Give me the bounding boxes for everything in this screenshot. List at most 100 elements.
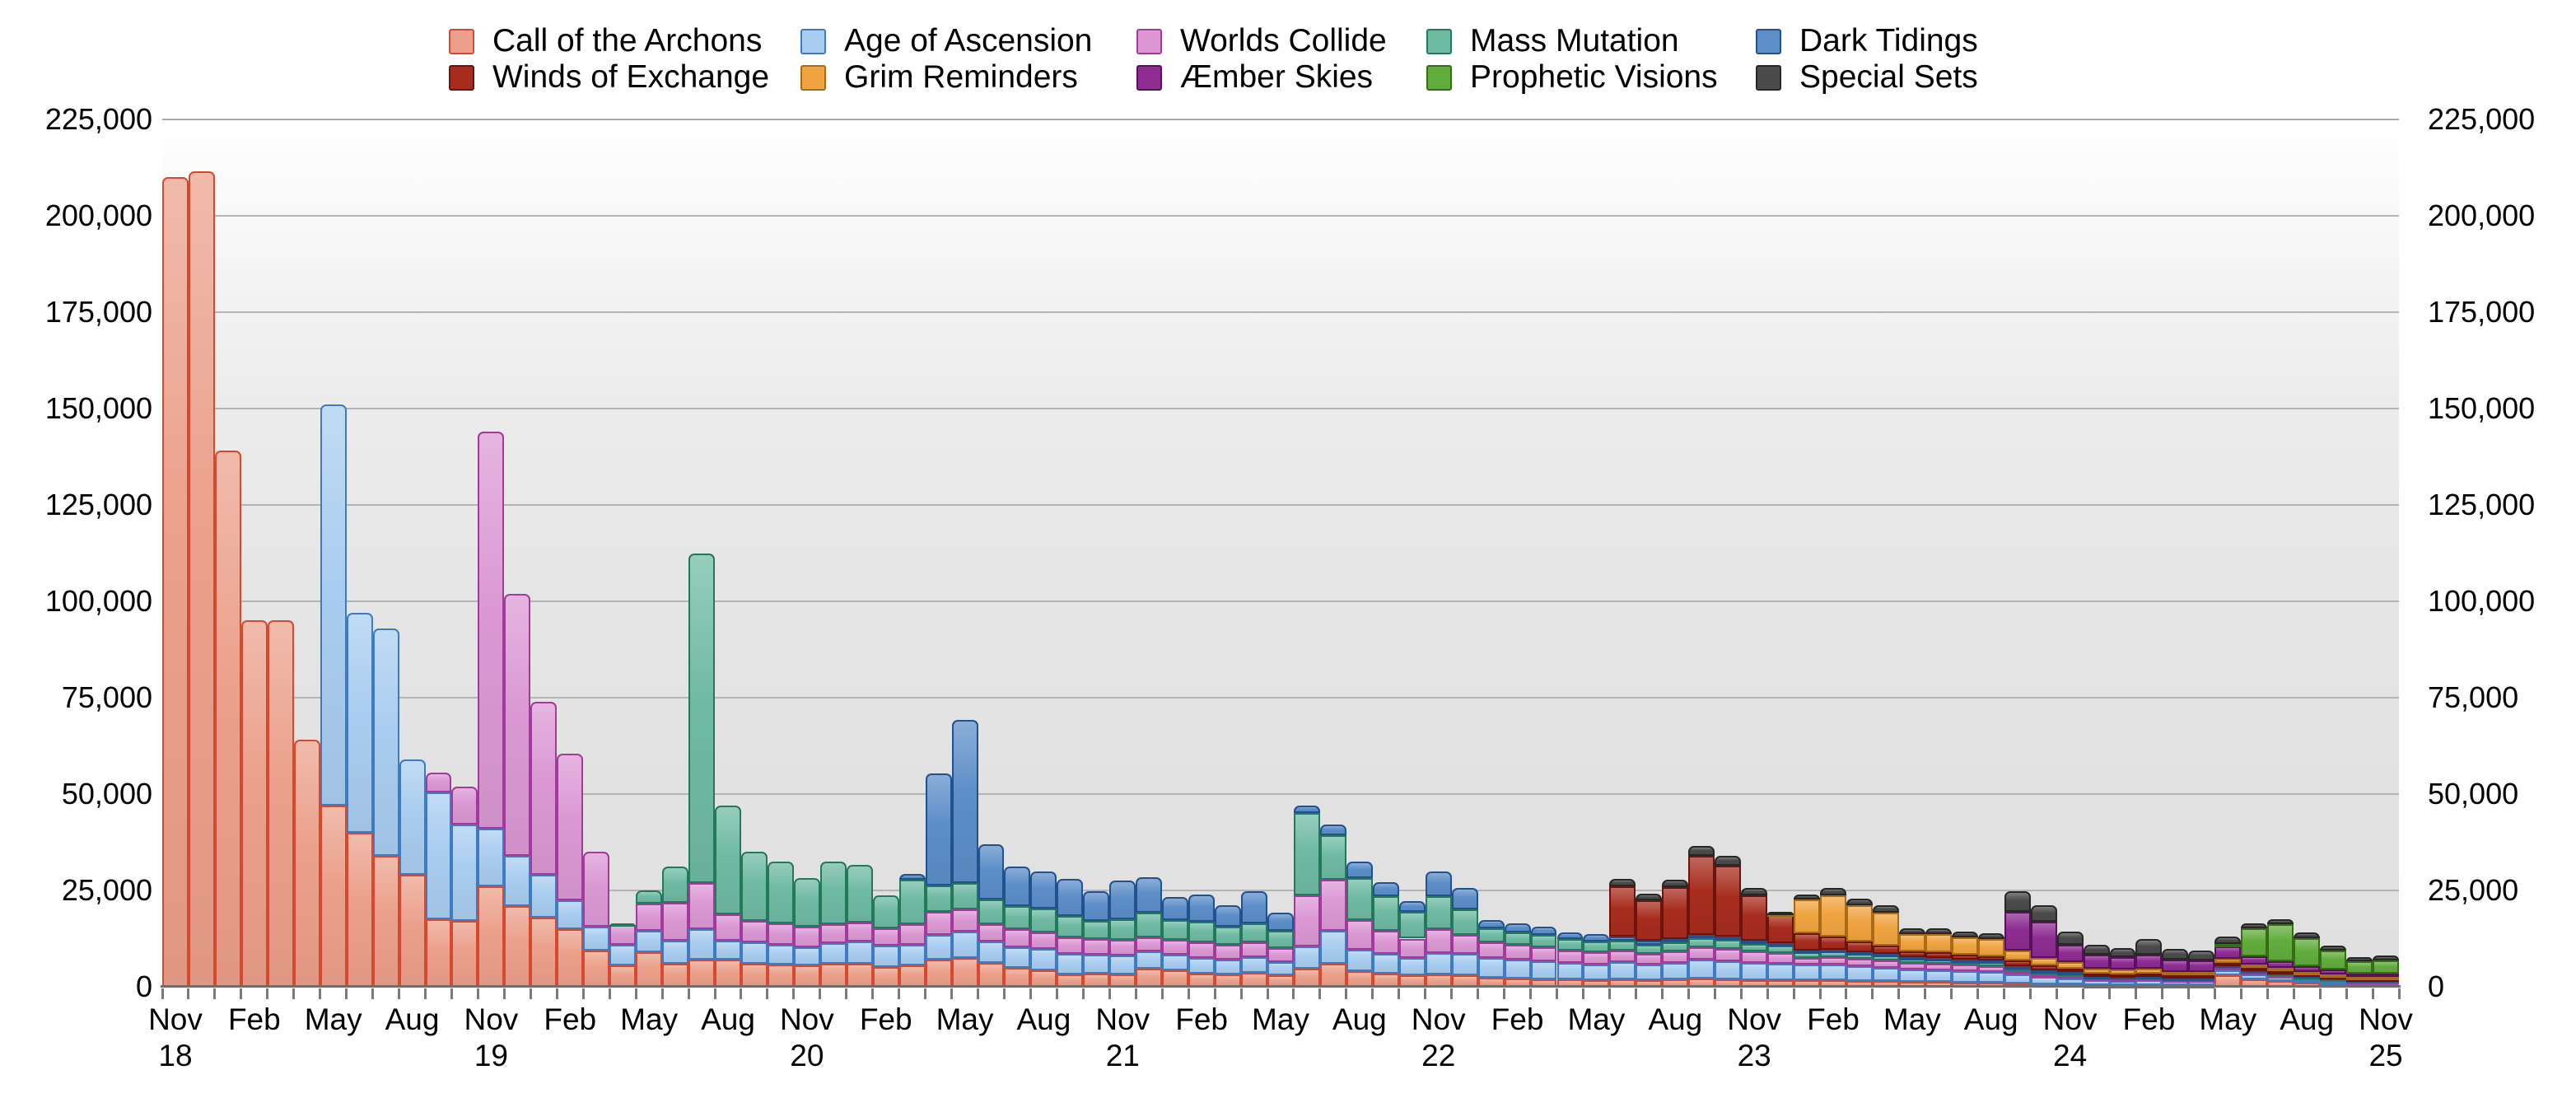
bar-segment [2004, 965, 2031, 969]
bar-segment [872, 895, 899, 928]
bar-segment [504, 905, 531, 987]
bar-segment [2373, 976, 2399, 980]
bar-segment [320, 404, 347, 806]
bar-segment [925, 911, 952, 935]
x-tick-label: Aug [1332, 1002, 1387, 1036]
bar-segment [767, 923, 794, 945]
legend-swatch-9 [1426, 64, 1452, 91]
bar-segment [1188, 973, 1216, 987]
bar-segment [2109, 948, 2136, 957]
bar-segment [1872, 960, 1899, 968]
x-tick-label: Aug [385, 1002, 440, 1036]
x-axis-tick [819, 988, 822, 999]
bar-segment [1898, 963, 1925, 970]
bar-segment [1083, 938, 1110, 955]
x-axis-tick [2186, 988, 2190, 999]
bar-segment [1241, 941, 1267, 958]
bar-segment [1398, 957, 1426, 975]
bar-segment [1215, 904, 1242, 927]
x-axis-tick [1687, 988, 1690, 999]
bar-segment [1872, 945, 1899, 955]
x-axis-tick [319, 988, 322, 999]
bar-segment [557, 928, 584, 987]
bar-segment [925, 934, 952, 960]
x-axis-tick [161, 988, 164, 999]
bar-segment [1293, 895, 1320, 946]
legend-item: Age of Ascension [800, 23, 1092, 58]
bar-segment [1319, 825, 1346, 836]
x-tick-label: Feb [227, 1002, 281, 1036]
bar-segment [1925, 963, 1952, 970]
bar-segment [1004, 906, 1031, 930]
legend-swatch-5 [1756, 28, 1781, 54]
bar-segment [1136, 951, 1163, 969]
bar-segment [951, 957, 978, 987]
bar-segment [1319, 963, 1346, 987]
bar-segment [2030, 977, 2057, 984]
bar-segment [1977, 939, 2004, 956]
bar-segment [2267, 970, 2294, 974]
bar-segment [372, 855, 399, 987]
legend-label: Dark Tidings [1799, 23, 1978, 58]
bar-segment [1925, 957, 1952, 961]
x-axis-tick [555, 988, 558, 999]
bar-segment [1425, 928, 1452, 954]
y-tick-label-right: 25,000 [2428, 873, 2519, 907]
x-axis-tick [1713, 988, 1716, 999]
legend-swatch-6 [449, 64, 474, 91]
bar-segment [1293, 969, 1320, 987]
legend-item: Grim Reminders [800, 59, 1078, 95]
bar-segment [1741, 951, 1768, 963]
bar-segment [1425, 896, 1452, 929]
bar-segment [715, 960, 741, 987]
bar-segment [1057, 954, 1084, 975]
x-axis-tick [1213, 988, 1216, 999]
bar-segment [662, 963, 689, 987]
bar-segment [1136, 913, 1163, 937]
bar-segment [1898, 957, 1925, 961]
gridline [162, 697, 2399, 699]
bar-segment [951, 883, 978, 910]
bar-segment [2188, 972, 2215, 976]
bar-segment [1241, 923, 1267, 942]
x-tick-label: Nov 19 [464, 1002, 519, 1072]
y-tick-label-right: 225,000 [2428, 102, 2536, 136]
bar-segment [846, 865, 873, 923]
bar-segment [2083, 955, 2110, 969]
bar-segment [1662, 887, 1689, 940]
bar-segment [2294, 932, 2321, 939]
bar-segment [2083, 945, 2110, 955]
x-axis-tick [1029, 988, 1032, 999]
bar-segment [478, 432, 505, 829]
bar-segment [1293, 946, 1320, 969]
x-axis-tick [1897, 988, 1901, 999]
legend-item: Mass Mutation [1426, 23, 1679, 58]
bar-segment [2241, 968, 2268, 972]
bar-segment [1925, 928, 1952, 935]
x-axis-tick [529, 988, 532, 999]
x-axis-tick [1477, 988, 1480, 999]
x-axis-tick [1608, 988, 1611, 999]
x-axis-tick [687, 988, 690, 999]
bar-segment [1767, 942, 1794, 946]
bar-segment [2267, 918, 2294, 925]
bar-segment [1241, 973, 1267, 987]
bar-segment [1372, 896, 1399, 932]
bar-segment [2241, 965, 2268, 969]
bar-segment [1162, 919, 1189, 940]
x-axis-tick [713, 988, 716, 999]
legend-label: Winds of Exchange [492, 59, 770, 95]
bar-segment [767, 861, 794, 923]
gridline [162, 793, 2399, 795]
bar-segment [557, 753, 584, 900]
x-tick-label: Aug [1963, 1002, 2018, 1036]
bar-segment [1451, 888, 1478, 910]
bar-segment [1636, 941, 1663, 945]
bar-segment [793, 878, 820, 927]
legend-label: Mass Mutation [1470, 23, 1679, 58]
bar-segment [451, 921, 478, 987]
bar-segment [451, 825, 478, 922]
y-tick-label-left: 225,000 [44, 102, 152, 136]
bar-segment [557, 899, 584, 929]
bar-segment [504, 855, 531, 906]
